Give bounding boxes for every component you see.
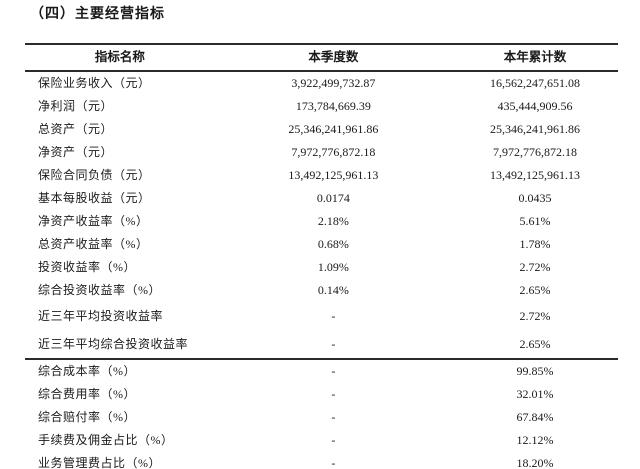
ytd-value-cell: 12.12% (516, 433, 554, 447)
table-row: 综合赔付率（%） - 67.84% (25, 406, 618, 429)
table-row: 业务管理费占比（%） - 18.20% (25, 452, 618, 469)
indicator-name-cell: 净资产（元） (38, 145, 114, 159)
indicator-name-cell: 总资产收益率（%） (38, 237, 149, 251)
indicator-name-cell: 保险合同负债（元） (38, 168, 151, 182)
quarter-value-cell: 2.18% (317, 214, 349, 228)
quarter-value-cell: - (331, 309, 336, 323)
quarter-value-cell: 1.09% (317, 260, 349, 274)
table-row: 净资产（元） 7,972,776,872.18 7,972,776,872.18 (25, 141, 618, 164)
indicator-name-cell: 综合赔付率（%） (38, 410, 136, 424)
ytd-value-cell: 7,972,776,872.18 (492, 145, 577, 159)
ytd-value-cell: 2.72% (519, 309, 551, 323)
ytd-value-cell: 18.20% (516, 456, 554, 469)
header-indicator-name: 指标名称 (94, 50, 145, 64)
quarter-value-cell: - (331, 456, 336, 469)
ytd-value-cell: 1.78% (519, 237, 551, 251)
ytd-value-cell: 0.0435 (518, 191, 552, 205)
table-row: 净资产收益率（%） 2.18% 5.61% (25, 210, 618, 233)
quarter-value-cell: 0.14% (317, 283, 349, 297)
quarter-value-cell: - (331, 433, 336, 447)
indicator-name-cell: 综合费用率（%） (38, 387, 136, 401)
quarter-value-cell: - (331, 410, 336, 424)
quarter-value-cell: 7,972,776,872.18 (291, 145, 376, 159)
indicator-name-cell: 保险业务收入（元） (38, 76, 151, 90)
table-row: 保险合同负债（元） 13,492,125,961.13 13,492,125,961… (25, 164, 618, 187)
ytd-value-cell: 2.65% (519, 337, 551, 351)
indicator-name-cell: 净利润（元） (38, 99, 114, 113)
table-row: 基本每股收益（元） 0.0174 0.0435 (25, 187, 618, 210)
ytd-value-cell: 2.65% (519, 283, 551, 297)
indicator-name-cell: 总资产（元） (38, 122, 114, 136)
table-row: 综合费用率（%） - 32.01% (25, 383, 618, 406)
quarter-value-cell: 173,784,669.39 (295, 99, 371, 113)
quarter-value-cell: - (331, 337, 336, 351)
operating-indicators-table: 指标名称 本季度数 本年累计数 保险业务收入（元） 3,922,499,732.8… (25, 43, 618, 469)
table-row: 保险业务收入（元） 3,922,499,732.87 16,562,247,651.… (25, 71, 618, 95)
table-row: 投资收益率（%） 1.09% 2.72% (25, 256, 618, 279)
ytd-value-cell: 67.84% (516, 410, 554, 424)
table-body-main: 保险业务收入（元） 3,922,499,732.87 16,562,247,651.… (25, 71, 618, 359)
indicator-name-cell: 业务管理费占比（%） (38, 456, 161, 469)
ytd-value-cell: 5.61% (519, 214, 551, 228)
quarter-value-cell: - (331, 387, 336, 401)
quarter-value-cell: 3,922,499,732.87 (291, 76, 376, 90)
quarter-value-cell: 0.68% (317, 237, 349, 251)
header-quarter-value: 本季度数 (308, 50, 359, 64)
quarter-value-cell: 0.0174 (316, 191, 350, 205)
ytd-value-cell: 2.72% (519, 260, 551, 274)
table-row: 综合成本率（%） -99.85% (25, 358, 618, 383)
ytd-value-cell: 25,346,241,961.86 (489, 122, 580, 136)
table-row: 总资产收益率（%） 0.68% 1.78% (25, 233, 618, 256)
indicator-name-cell: 近三年平均综合投资收益率 (38, 337, 189, 351)
indicator-name-cell: 投资收益率（%） (38, 260, 136, 274)
table-row: 综合投资收益率（%） 0.14% 2.65% (25, 279, 618, 302)
header-row: 指标名称 本季度数 本年累计数 (25, 44, 618, 71)
table-body-ratios: 综合成本率（%） -99.85% 综合费用率（%） -32.01% 综合赔付率（%） -6… (25, 358, 618, 469)
ytd-value-cell: 99.85% (451, 358, 618, 383)
quarter-value-cell: 13,492,125,961.13 (288, 168, 379, 182)
table-header: 指标名称 本季度数 本年累计数 (25, 44, 618, 71)
indicator-name-cell: 基本每股收益（元） (38, 191, 151, 205)
table-row: 近三年平均综合投资收益率 - 2.65% (25, 330, 618, 359)
ytd-value-cell: 435,444,909.56 (497, 99, 573, 113)
quarter-value-cell: - (214, 358, 452, 383)
indicator-name-cell: 综合投资收益率（%） (38, 283, 161, 297)
quarter-value-cell: 25,346,241,961.86 (288, 122, 379, 136)
indicator-name-cell: 净资产收益率（%） (38, 214, 149, 228)
ytd-value-cell: 16,562,247,651.08 (489, 76, 580, 90)
table-row: 总资产（元） 25,346,241,961.86 25,346,241,961.86 (25, 118, 618, 141)
indicator-name-cell: 近三年平均投资收益率 (38, 309, 164, 323)
indicator-name-cell: 手续费及佣金占比（%） (38, 433, 174, 447)
table-row: 手续费及佣金占比（%） - 12.12% (25, 429, 618, 452)
ytd-value-cell: 32.01% (516, 387, 554, 401)
header-ytd-value: 本年累计数 (503, 50, 567, 64)
table-row: 近三年平均投资收益率 - 2.72% (25, 302, 618, 330)
section-title: （四）主要经营指标 (30, 7, 165, 22)
ytd-value-cell: 13,492,125,961.13 (489, 168, 580, 182)
indicator-name-cell: 综合成本率（%） (25, 358, 215, 383)
table-row: 净利润（元） 173,784,669.39 435,444,909.56 (25, 95, 618, 118)
